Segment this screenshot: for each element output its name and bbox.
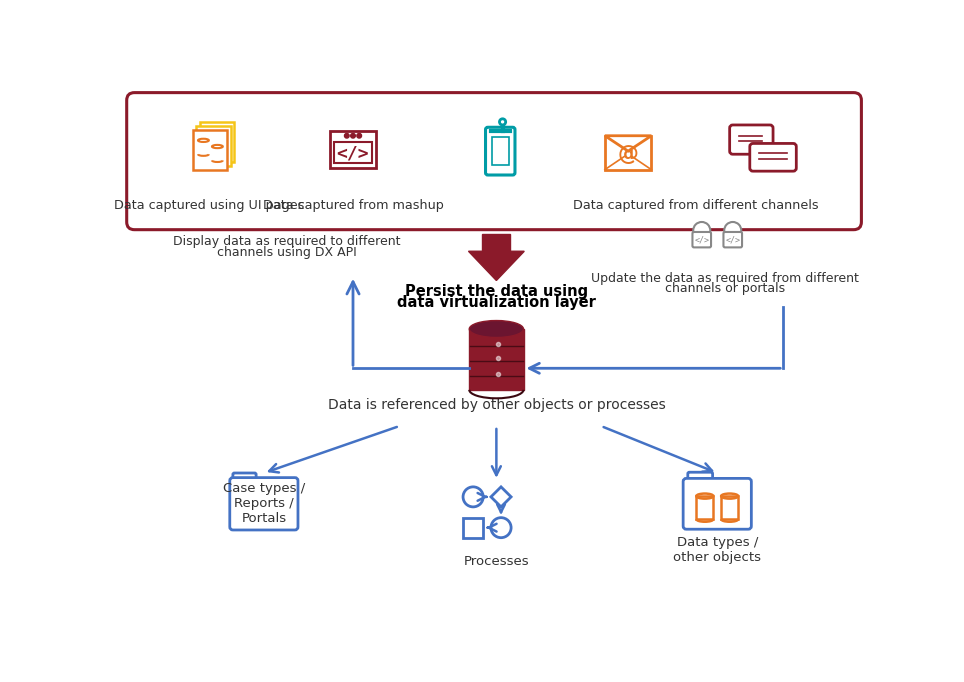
FancyBboxPatch shape <box>683 478 751 529</box>
Circle shape <box>351 134 356 138</box>
Polygon shape <box>197 125 230 166</box>
Polygon shape <box>335 142 371 164</box>
Polygon shape <box>469 251 524 280</box>
Text: Data types /
other objects: Data types / other objects <box>673 536 762 564</box>
Text: Case types /
Reports /
Portals: Case types / Reports / Portals <box>223 482 305 525</box>
Text: Data captured from mashup: Data captured from mashup <box>262 199 443 212</box>
Text: channels using DX API: channels using DX API <box>217 246 357 259</box>
FancyBboxPatch shape <box>723 232 742 248</box>
FancyBboxPatch shape <box>126 93 862 230</box>
Ellipse shape <box>469 321 523 338</box>
Polygon shape <box>330 131 376 168</box>
Polygon shape <box>201 122 234 162</box>
Polygon shape <box>469 329 523 390</box>
Polygon shape <box>492 137 509 165</box>
FancyBboxPatch shape <box>229 477 298 530</box>
Circle shape <box>344 134 349 138</box>
Text: </>: </> <box>694 235 710 244</box>
Text: </>: </> <box>336 145 369 162</box>
Text: Display data as required to different: Display data as required to different <box>174 235 401 248</box>
Text: channels or portals: channels or portals <box>665 282 785 295</box>
Circle shape <box>463 487 483 507</box>
Circle shape <box>693 222 710 239</box>
Text: data virtualization layer: data virtualization layer <box>397 295 596 310</box>
FancyBboxPatch shape <box>730 125 773 154</box>
FancyBboxPatch shape <box>486 128 515 175</box>
Polygon shape <box>193 130 227 170</box>
FancyBboxPatch shape <box>687 472 712 484</box>
Circle shape <box>499 119 506 125</box>
Text: </>: </> <box>725 235 740 244</box>
Polygon shape <box>469 329 523 390</box>
Text: Data is referenced by other objects or processes: Data is referenced by other objects or p… <box>328 398 665 412</box>
Circle shape <box>724 222 741 239</box>
Polygon shape <box>482 233 510 251</box>
Text: Processes: Processes <box>464 555 529 568</box>
FancyBboxPatch shape <box>750 143 796 171</box>
Text: Update the data as required from different: Update the data as required from differe… <box>591 271 859 284</box>
Polygon shape <box>604 136 652 170</box>
Polygon shape <box>491 487 511 507</box>
FancyBboxPatch shape <box>233 473 256 484</box>
Text: Persist the data using: Persist the data using <box>405 284 588 299</box>
Circle shape <box>491 518 511 537</box>
Text: @: @ <box>618 144 638 164</box>
Polygon shape <box>463 518 483 537</box>
Text: Data captured from different channels: Data captured from different channels <box>573 199 818 212</box>
FancyBboxPatch shape <box>692 232 711 248</box>
Text: Data captured using UI pages: Data captured using UI pages <box>115 199 305 212</box>
Circle shape <box>357 134 362 138</box>
Polygon shape <box>604 136 652 151</box>
